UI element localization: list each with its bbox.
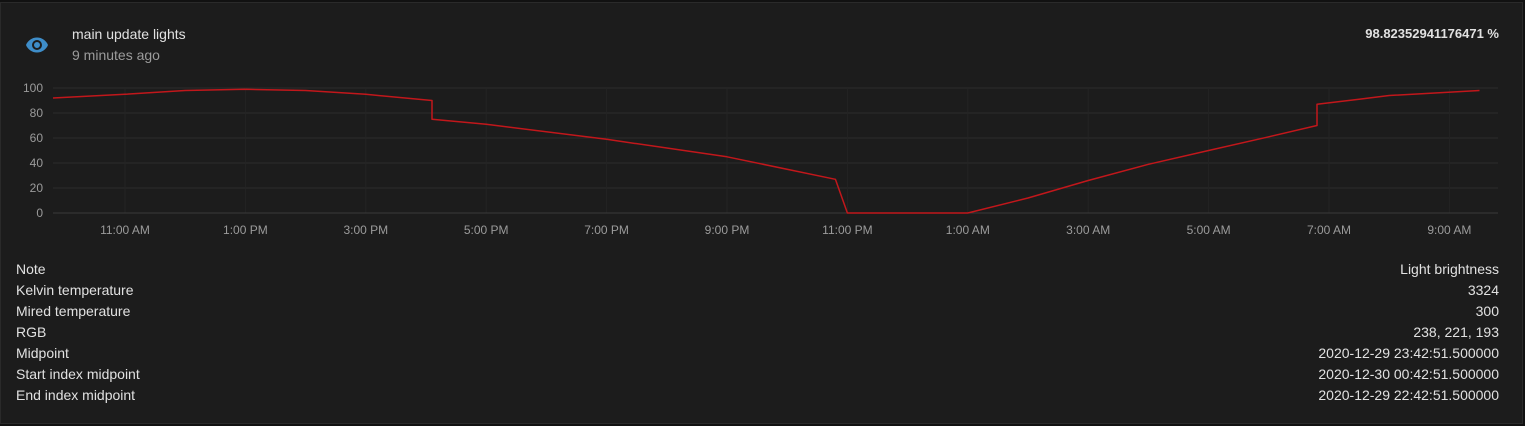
attribute-value: Light brightness (1400, 261, 1499, 277)
y-tick-label: 60 (30, 131, 44, 145)
attribute-key: Midpoint (16, 345, 69, 361)
y-tick-label: 0 (36, 206, 43, 220)
attribute-key: Note (16, 261, 46, 277)
attribute-row: End index midpoint 2020-12-29 22:42:51.50… (16, 385, 1499, 406)
x-tick-label: 7:00 PM (584, 223, 629, 237)
attribute-value: 300 (1475, 303, 1499, 319)
x-tick-label: 9:00 PM (705, 223, 750, 237)
y-tick-label: 100 (23, 81, 43, 95)
attribute-value: 2020-12-30 00:42:51.500000 (1318, 366, 1499, 382)
x-tick-label: 3:00 AM (1066, 223, 1110, 237)
attribute-key: Start index midpoint (16, 366, 140, 382)
y-tick-label: 20 (30, 181, 44, 195)
attribute-value: 238, 221, 193 (1413, 324, 1499, 340)
attribute-row: RGB 238, 221, 193 (16, 322, 1499, 343)
attribute-row: Midpoint 2020-12-29 23:42:51.500000 (16, 343, 1499, 364)
attribute-key: Kelvin temperature (16, 282, 134, 298)
x-tick-label: 7:00 AM (1307, 223, 1351, 237)
attribute-row: Mired temperature 300 (16, 301, 1499, 322)
entity-state: 98.82352941176471 % (1365, 26, 1499, 41)
attribute-value: 3324 (1467, 282, 1499, 298)
card-header: main update lights 9 minutes ago 98.8235… (1, 3, 1522, 73)
attribute-row: Note Light brightness (16, 259, 1499, 280)
x-tick-label: 3:00 PM (343, 223, 388, 237)
attribute-row: Start index midpoint 2020-12-30 00:42:51.… (16, 364, 1499, 385)
y-tick-label: 40 (30, 156, 44, 170)
x-tick-label: 11:00 AM (100, 223, 150, 237)
y-tick-label: 80 (30, 106, 44, 120)
x-tick-label: 11:00 PM (822, 223, 872, 237)
attribute-key: Mired temperature (16, 303, 131, 319)
x-tick-label: 1:00 AM (946, 223, 990, 237)
attribute-value: 2020-12-29 23:42:51.500000 (1318, 345, 1499, 361)
attribute-value: 2020-12-29 22:42:51.500000 (1318, 387, 1499, 403)
x-tick-label: 1:00 PM (223, 223, 268, 237)
last-changed: 9 minutes ago (72, 47, 160, 63)
x-tick-label: 5:00 PM (464, 223, 509, 237)
attribute-row: Kelvin temperature 3324 (16, 280, 1499, 301)
history-chart[interactable]: 0 20 40 60 80 100 11:00 AM 1:00 PM 3:00 PM 5:00 P… (1, 79, 1524, 249)
x-tick-label: 9:00 AM (1427, 223, 1471, 237)
entity-name[interactable]: main update lights (72, 26, 186, 42)
x-tick-label: 5:00 AM (1187, 223, 1231, 237)
series-line (52, 88, 1480, 214)
attributes-list: Note Light brightness Kelvin temperature 33… (16, 259, 1499, 406)
attribute-key: End index midpoint (16, 387, 136, 403)
eye-icon (26, 37, 48, 53)
attribute-key: RGB (16, 324, 47, 340)
